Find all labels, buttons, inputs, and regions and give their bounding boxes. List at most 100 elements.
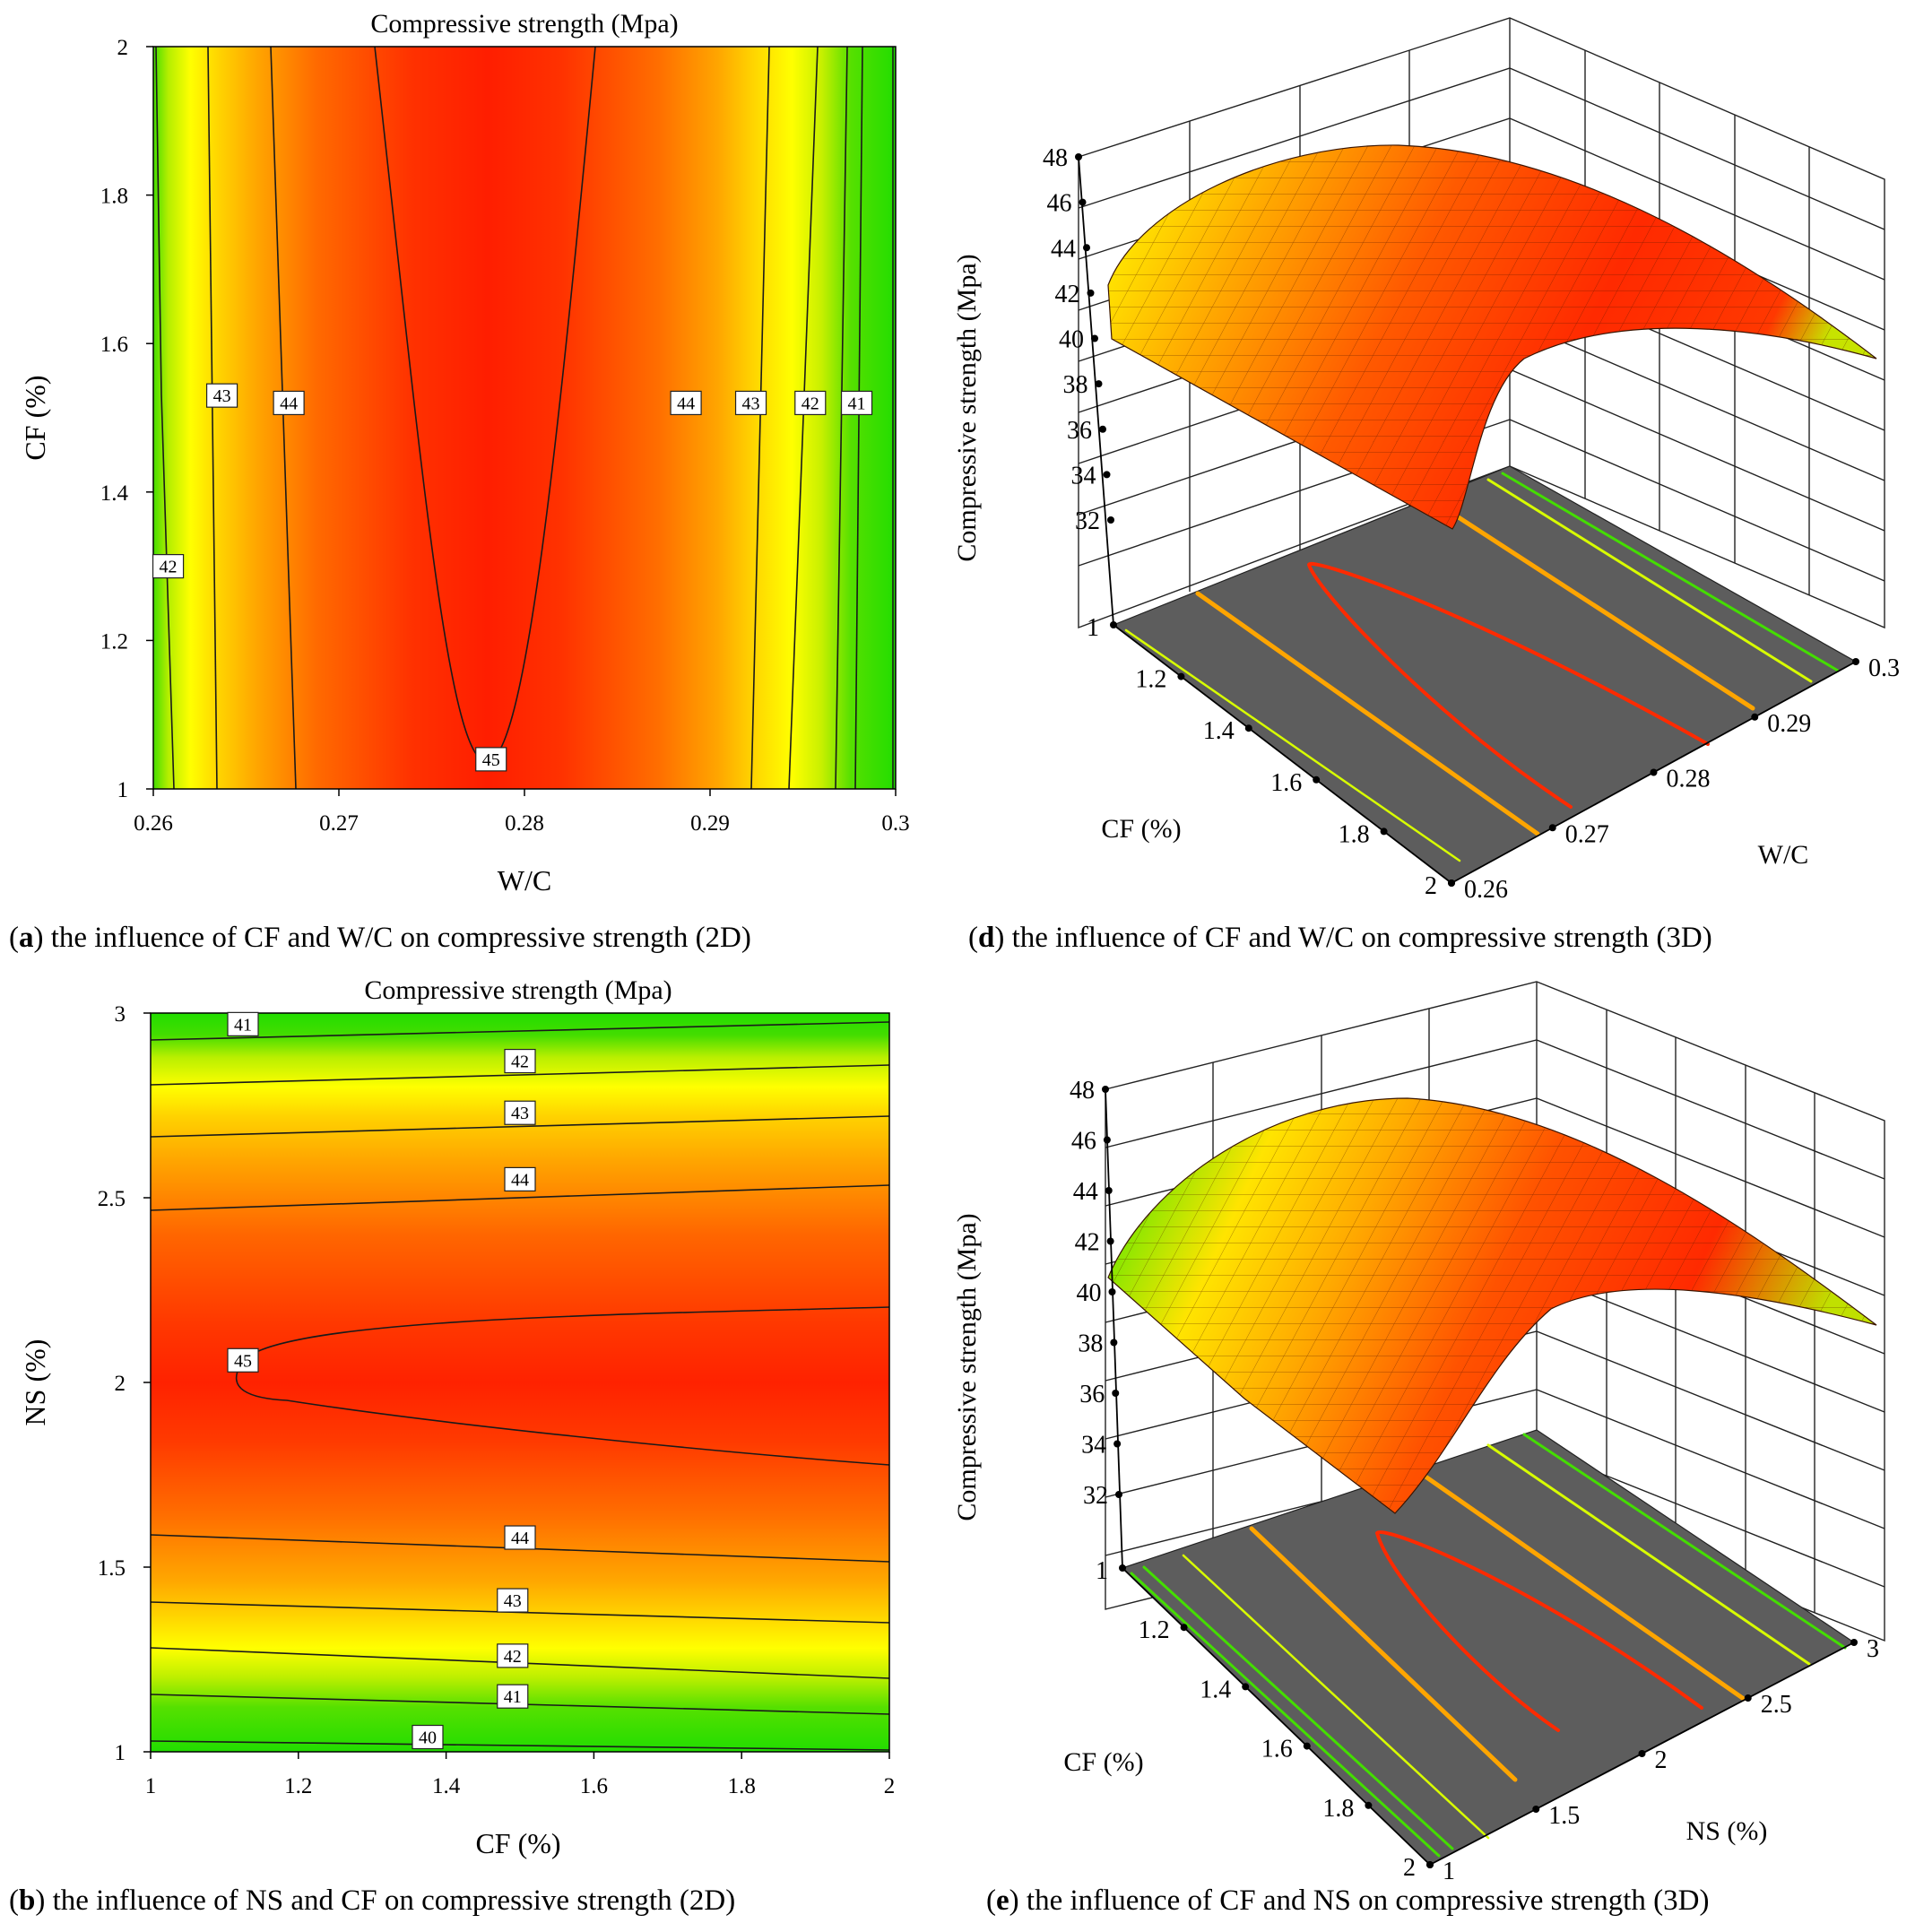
contour-label-box bbox=[504, 1100, 536, 1125]
y-tick-label-b: 1 bbox=[115, 1741, 126, 1765]
contour-label-a: 43 bbox=[734, 390, 767, 416]
y-tick-label-e: 3 bbox=[1867, 1635, 1879, 1663]
y-tick-label-d: 0.28 bbox=[1667, 766, 1711, 793]
contour-label-b: 42 bbox=[504, 1048, 536, 1074]
caption-b: (b) the influence of NS and CF on compre… bbox=[9, 1884, 735, 1917]
y-tick-label-a: 1.8 bbox=[100, 185, 128, 209]
contour-label-box bbox=[734, 390, 767, 416]
y-axis-label-a: CF (%) bbox=[19, 375, 51, 460]
y-tick-label-a: 1 bbox=[117, 778, 129, 802]
z-tick-label-e: 48 bbox=[1070, 1077, 1095, 1105]
contour-label-b: 40 bbox=[412, 1724, 444, 1750]
y-tick-label-e: 2 bbox=[1655, 1746, 1668, 1774]
contour-label-b: 43 bbox=[497, 1588, 529, 1613]
x-tick-mark-d bbox=[1110, 621, 1117, 628]
contour-label-box bbox=[497, 1588, 529, 1613]
x-tick-label-d: 1.4 bbox=[1203, 717, 1235, 745]
y-tick-mark-d bbox=[1852, 658, 1859, 665]
x-tick-label-d: 1.2 bbox=[1135, 666, 1166, 694]
y-tick-label-a: 1.2 bbox=[100, 629, 128, 654]
x-tick-label-e: 1.8 bbox=[1322, 1795, 1354, 1823]
contour-label-a: 44 bbox=[273, 390, 305, 416]
y-tick-label-a: 1.6 bbox=[100, 333, 128, 357]
y-tick-mark-e bbox=[1744, 1694, 1752, 1702]
floor-d bbox=[1112, 465, 1858, 884]
caption-letter-a: a bbox=[19, 922, 34, 954]
contour-label-box bbox=[152, 553, 185, 579]
contour-label-b: 45 bbox=[227, 1347, 259, 1373]
x-tick-label-b: 1 bbox=[145, 1774, 157, 1798]
contour-label-text: 44 bbox=[677, 394, 695, 413]
panel-d: 32 34 36 38 40 42 44 46 48 1 1.2 1.4 1.6 1.8 2 0.26 0.27… bbox=[952, 17, 1900, 954]
z-axis-label-d: Compressive strength (Mpa) bbox=[952, 254, 982, 561]
x-tick-mark-e bbox=[1242, 1683, 1250, 1691]
z-tick-label-e: 42 bbox=[1075, 1229, 1100, 1257]
y-tick-label-d: 0.26 bbox=[1464, 876, 1508, 904]
contour-label-box bbox=[227, 1011, 259, 1036]
z-tick-label-e: 34 bbox=[1081, 1432, 1106, 1460]
y-tick-mark-d bbox=[1548, 824, 1556, 832]
z-tick-mark-d bbox=[1091, 334, 1098, 342]
contour-label-box bbox=[273, 390, 305, 416]
chart-title-a: Compressive strength (Mpa) bbox=[370, 9, 678, 39]
y-tick-label-e: 1 bbox=[1443, 1858, 1455, 1885]
y-tick-label-a: 2 bbox=[117, 36, 129, 60]
panel-b: 1 1.2 1.4 1.6 1.8 2 1 1.5 2 2.5 3 Compressive stre… bbox=[9, 975, 895, 1917]
contour-label-a: 41 bbox=[840, 390, 873, 416]
contour-label-text: 42 bbox=[802, 394, 819, 413]
contour-label-a: 42 bbox=[152, 553, 185, 579]
x-tick-label-b: 2 bbox=[884, 1774, 896, 1798]
contour-label-box bbox=[504, 1048, 536, 1074]
contour-label-b: 42 bbox=[497, 1643, 529, 1668]
z-tick-mark-d bbox=[1103, 471, 1111, 479]
z-tick-mark-e bbox=[1105, 1187, 1113, 1194]
y-tick-label-d: 0.3 bbox=[1868, 654, 1900, 682]
x-tick-mark-e bbox=[1303, 1742, 1311, 1750]
contour-label-box bbox=[670, 390, 702, 416]
x-tick-label-a: 0.26 bbox=[134, 811, 173, 836]
x-tick-label-b: 1.4 bbox=[432, 1774, 461, 1798]
x-tick-mark-e bbox=[1180, 1624, 1188, 1632]
z-tick-mark-e bbox=[1110, 1339, 1118, 1347]
z-tick-label-d: 48 bbox=[1043, 144, 1068, 172]
contour-label-a: 42 bbox=[794, 390, 827, 416]
x-tick-label-e: 1 bbox=[1096, 1557, 1108, 1585]
contour-label-box bbox=[794, 390, 827, 416]
z-tick-mark-d bbox=[1087, 289, 1095, 297]
z-tick-label-e: 46 bbox=[1071, 1128, 1096, 1156]
y-tick-mark-e bbox=[1532, 1806, 1540, 1813]
z-tick-mark-e bbox=[1102, 1086, 1109, 1093]
z-tick-mark-e bbox=[1103, 1136, 1111, 1144]
y-tick-mark-e bbox=[1850, 1639, 1858, 1646]
z-tick-mark-d bbox=[1079, 198, 1087, 206]
z-tick-mark-e bbox=[1108, 1288, 1116, 1295]
y-tick-label-a: 1.4 bbox=[100, 481, 129, 506]
caption-letter-e: e bbox=[996, 1884, 1009, 1917]
z-tick-label-e: 44 bbox=[1073, 1178, 1098, 1206]
z-tick-label-d: 40 bbox=[1059, 326, 1084, 354]
x-tick-mark-d bbox=[1313, 775, 1321, 784]
z-tick-label-d: 32 bbox=[1075, 507, 1100, 535]
contour-label-text: 41 bbox=[848, 394, 866, 413]
contour-label-box bbox=[497, 1643, 529, 1668]
contour-label-text: 41 bbox=[504, 1687, 522, 1707]
surface-mesh-d bbox=[1108, 144, 1876, 529]
x-tick-mark-d bbox=[1380, 827, 1388, 836]
caption-d: (d) the influence of CF and W/C on compr… bbox=[968, 922, 1712, 954]
z-tick-label-e: 36 bbox=[1079, 1381, 1105, 1408]
y-tick-mark-d bbox=[1650, 768, 1658, 776]
contour-label-box bbox=[227, 1347, 259, 1373]
z-tick-label-e: 32 bbox=[1083, 1482, 1108, 1510]
y-axis-label-d: W/C bbox=[1758, 840, 1809, 870]
contour-lines-a bbox=[155, 46, 894, 790]
x-tick-label-d: 1 bbox=[1087, 614, 1099, 642]
contour-fill-a bbox=[153, 47, 896, 789]
contour-label-box bbox=[497, 1684, 529, 1709]
y-tick-label-b: 2 bbox=[115, 1372, 126, 1396]
contour-label-b: 41 bbox=[497, 1684, 529, 1709]
y-tick-mark-d bbox=[1448, 879, 1455, 887]
z-tick-label-d: 38 bbox=[1063, 371, 1088, 399]
z-tick-mark-e bbox=[1106, 1237, 1114, 1245]
z-tick-label-d: 44 bbox=[1051, 235, 1076, 263]
